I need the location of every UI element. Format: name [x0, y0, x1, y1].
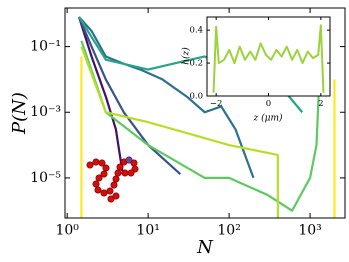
x-tick-label: 10⁰ [55, 223, 79, 239]
y-tick-label: 0.0 [189, 92, 203, 102]
series-line [80, 46, 279, 218]
x-tick-label: 0 [266, 99, 271, 109]
y-axis-label: P(N) [9, 92, 30, 135]
y-tick-label: 0.4 [189, 26, 203, 36]
series-line [80, 56, 336, 218]
series-line [77, 16, 124, 172]
axes-frame [64, 7, 346, 219]
x-axis-label: N [196, 237, 214, 258]
y-tick-label: 10⁻⁵ [30, 170, 61, 186]
x-tick-label: −2 [210, 99, 223, 109]
x-tick-label: 10² [217, 223, 240, 239]
series-line [80, 40, 321, 212]
polymer-illustration [86, 156, 139, 203]
series-line [78, 16, 255, 179]
x-tick-label: 10¹ [136, 223, 159, 239]
y-tick-label: 0.2 [189, 59, 203, 69]
inset-plot: −2 0 2 0.0 0.2 0.4 z (μm) h(z) [181, 16, 331, 124]
y-tick-label: 10⁻¹ [30, 39, 61, 55]
x-tick-label: 10³ [298, 223, 321, 239]
y-tick-label: 10⁻³ [30, 104, 61, 120]
series-line [212, 24, 325, 93]
y-axis-label: h(z) [181, 47, 192, 65]
x-tick-label: 2 [318, 99, 323, 109]
main-plot: 10⁰ 10¹ 10² 10³ 10⁻¹ 10⁻³ 10⁻⁵ N P(N) [9, 7, 346, 258]
series-line [77, 16, 182, 175]
x-axis-label: z (μm) [252, 113, 282, 124]
